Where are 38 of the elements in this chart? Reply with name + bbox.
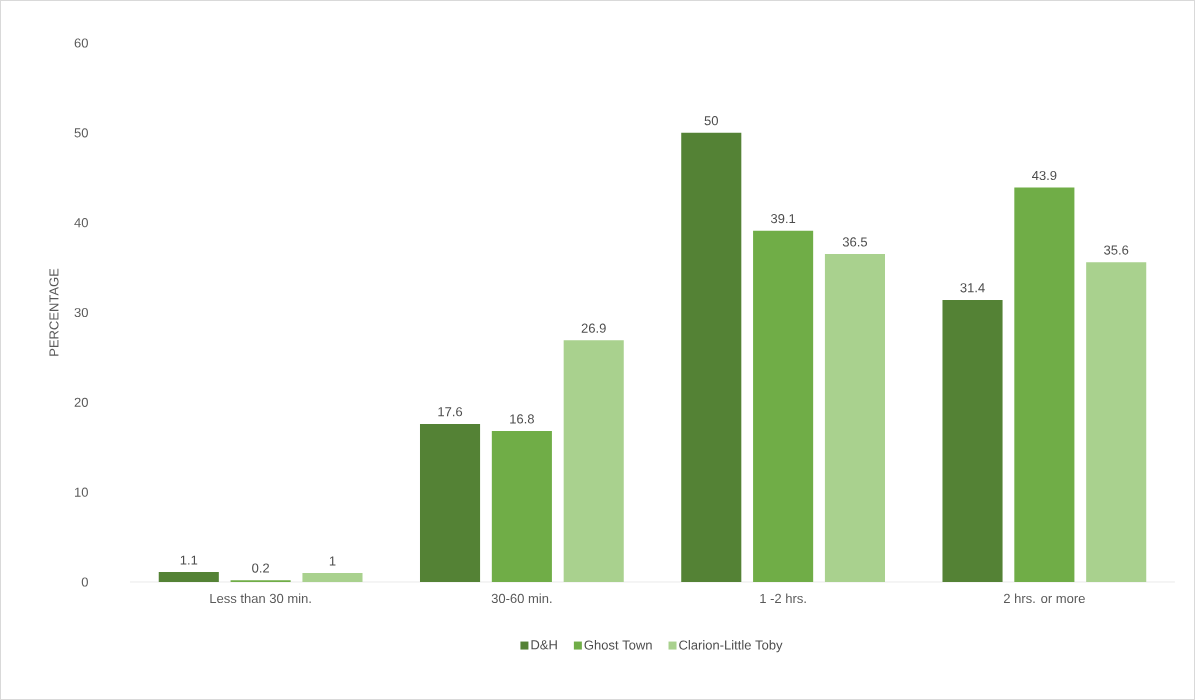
data-label: 16.8 — [510, 414, 534, 424]
data-label: 1 — [329, 556, 336, 566]
bar — [302, 573, 363, 582]
y-tick-label: 60 — [74, 38, 88, 48]
y-tick-label: 0 — [81, 577, 88, 587]
data-label: 35.6 — [1104, 245, 1129, 255]
data-label: 17.6 — [438, 407, 463, 417]
bar — [491, 431, 552, 582]
y-axis-title: PERCENTAGE — [49, 268, 59, 356]
x-tick-label: 2 hrs. or more — [1003, 593, 1085, 604]
data-label: 0.2 — [252, 563, 270, 573]
bar — [419, 423, 481, 582]
legend-label: Clarion-Little Toby — [679, 640, 783, 653]
y-tick-label: 10 — [75, 487, 88, 497]
bar — [158, 572, 219, 582]
x-tick-label: 1 -2 hrs. — [760, 593, 806, 604]
bar — [1086, 262, 1147, 582]
legend-label: D&H — [531, 640, 557, 650]
bar — [1014, 187, 1075, 582]
y-tick-label: 30 — [74, 307, 88, 318]
data-label: 1.1 — [180, 555, 198, 565]
data-label: 43.9 — [1032, 170, 1057, 181]
y-tick-label: 20 — [74, 397, 88, 407]
legend-label: Ghost Town — [584, 640, 652, 650]
bar — [824, 254, 885, 582]
x-tick-label: Less than 30 min. — [210, 593, 311, 604]
data-label: 31.4 — [960, 283, 985, 293]
data-label: 36.5 — [842, 237, 868, 247]
data-label: 39.1 — [770, 214, 796, 224]
bar — [753, 230, 814, 582]
x-tick-label: 30-60 min. — [491, 593, 552, 604]
y-tick-label: 40 — [74, 218, 88, 228]
bar — [681, 132, 742, 582]
bar — [563, 340, 624, 582]
data-label: 50 — [704, 116, 718, 126]
bar — [942, 299, 1003, 582]
data-label: 26.9 — [581, 323, 606, 333]
y-tick-label: 50 — [74, 128, 88, 138]
